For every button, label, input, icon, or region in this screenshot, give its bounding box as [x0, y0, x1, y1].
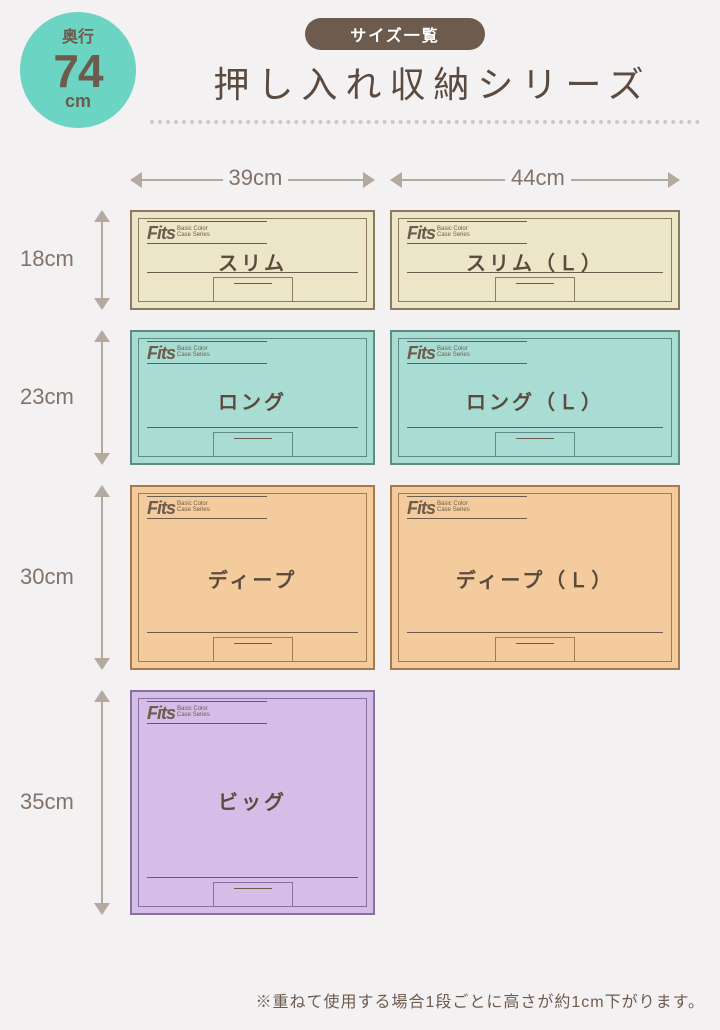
size-box: FitsBasic ColorCase Series ロング（Ｌ）	[390, 330, 680, 465]
row-arrow	[90, 210, 114, 310]
depth-unit: cm	[65, 92, 91, 110]
drawer-pull-icon	[495, 432, 575, 456]
footnote: ※重ねて使用する場合1段ごとに高さが約1cm下がります。	[0, 988, 705, 1012]
drawer-pull-icon	[495, 637, 575, 661]
drawer-pull-icon	[495, 277, 575, 301]
box-name: ロング	[139, 386, 366, 415]
box-name: ロング（Ｌ）	[399, 386, 671, 415]
brand-label: FitsBasic ColorCase Series	[147, 343, 210, 364]
col-dim-label: 39cm	[223, 165, 289, 191]
box-name: ディープ（Ｌ）	[399, 564, 671, 593]
row-dim-label: 23cm	[20, 384, 74, 410]
size-box: FitsBasic ColorCase Seriesスリム（Ｌ）	[390, 210, 680, 310]
drawer-pull-icon	[213, 637, 293, 661]
brand-label: FitsBasic ColorCase Series	[147, 223, 210, 244]
row-arrow	[90, 330, 114, 465]
depth-badge: 奥行 74 cm	[20, 12, 136, 128]
drawer-pull-icon	[213, 882, 293, 906]
brand-label: FitsBasic ColorCase Series	[407, 343, 470, 364]
row-dim-label: 30cm	[20, 564, 74, 590]
dotted-divider	[150, 120, 700, 124]
depth-top: 奥行	[62, 30, 94, 46]
size-box: FitsBasic ColorCase Series ロング	[130, 330, 375, 465]
row-arrow	[90, 690, 114, 915]
size-box: FitsBasic ColorCase Series ディープ	[130, 485, 375, 670]
box-name: ビッグ	[139, 786, 366, 815]
depth-num: 74	[53, 48, 102, 94]
brand-label: FitsBasic ColorCase Series	[147, 703, 210, 724]
page-title: 押し入れ収納シリーズ	[150, 56, 715, 108]
row-dim-label: 18cm	[20, 246, 74, 272]
brand-label: FitsBasic ColorCase Series	[147, 498, 210, 519]
size-box: FitsBasic ColorCase Series ビッグ	[130, 690, 375, 915]
box-name: ディープ	[139, 564, 366, 593]
drawer-pull-icon	[213, 432, 293, 456]
brand-label: FitsBasic ColorCase Series	[407, 223, 470, 244]
size-box: FitsBasic ColorCase Series ディープ（Ｌ）	[390, 485, 680, 670]
row-arrow	[90, 485, 114, 670]
col-dim-label: 44cm	[505, 165, 571, 191]
size-box: FitsBasic ColorCase Seriesスリム	[130, 210, 375, 310]
brand-label: FitsBasic ColorCase Series	[407, 498, 470, 519]
drawer-pull-icon	[213, 277, 293, 301]
size-list-tag: サイズ一覧	[305, 18, 485, 50]
row-dim-label: 35cm	[20, 789, 74, 815]
